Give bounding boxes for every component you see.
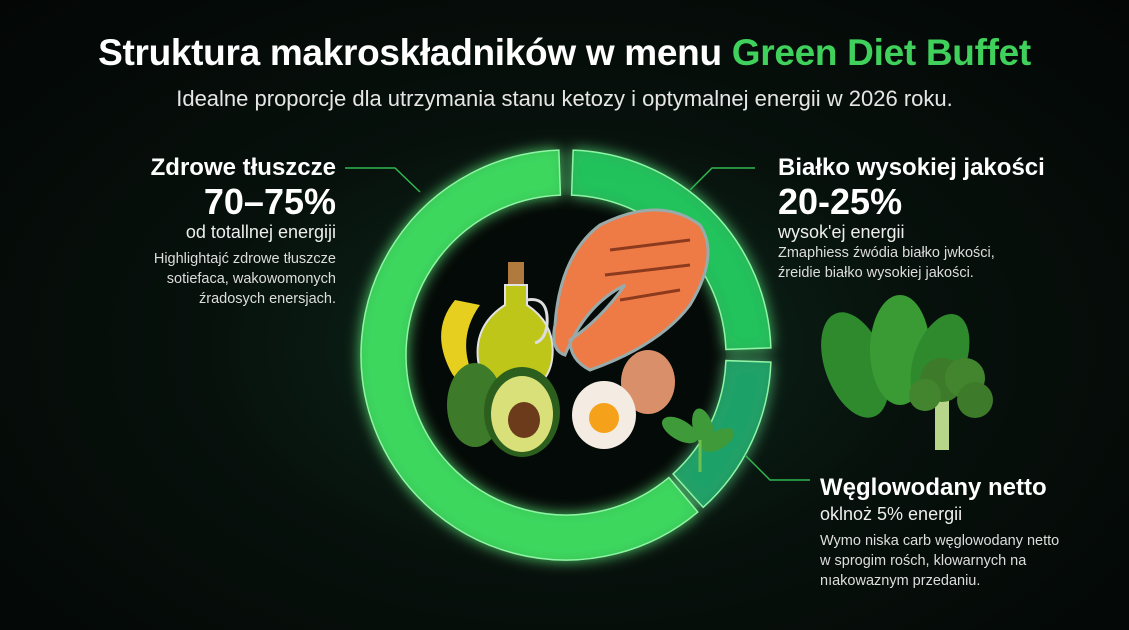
- carbs-desc-line: nıakowaznym przedaniu.: [820, 573, 981, 589]
- protein-label-block: Białko wysokiej jakości 20-25% wysok'ej …: [778, 154, 1045, 283]
- spinach-icon: [661, 408, 735, 472]
- connector-fats: [345, 167, 421, 193]
- fats-percent: 70–75%: [203, 181, 336, 222]
- connector-protein: [689, 167, 755, 191]
- page-title: Struktura makroskładników w menu Green D…: [0, 32, 1129, 74]
- olive-oil-icon: [441, 262, 554, 392]
- fats-desc-line: Highlightaјć zdrowe tłuszcze: [153, 251, 336, 267]
- avocado-icon: [447, 363, 560, 457]
- fats-desc-line: źradosych enersjach.: [198, 291, 336, 307]
- protein-desc-line: Zmaphiess źwódia białko jwkości,: [778, 245, 995, 261]
- carbs-sub: oklnoż 5% energii: [820, 504, 963, 524]
- fats-sub: od totallnej energiji: [185, 222, 336, 242]
- carbs-heading: Węglowodany netto: [820, 474, 1047, 501]
- donut-segment-fats: [360, 149, 699, 561]
- protein-sub: wysok'ej energii: [778, 222, 905, 242]
- connector-carbs: [744, 454, 810, 481]
- broccoli-icon: [821, 295, 993, 450]
- fats-desc-line: sotiefaca, wakowomonych: [166, 271, 336, 287]
- egg-icon: [572, 350, 675, 449]
- carbs-label-block: Węglowodany netto oklnoż 5% energii Wymo…: [820, 474, 1059, 591]
- protein-desc-line: źreidie białko wysokiej jakości.: [778, 265, 974, 281]
- salmon-icon: [552, 208, 710, 372]
- carbs-desc-line: w sprogim rośch, klowarnych na: [820, 553, 1027, 569]
- protein-heading: Białko wysokiej jakości: [778, 154, 1045, 181]
- subtitle: Idealne proporcje dla utrzymania stanu k…: [176, 86, 953, 111]
- fats-heading: Zdrowe tłuszcze: [150, 154, 336, 181]
- fats-label-block: Zdrowe tłuszcze 70–75% od totallnej ener…: [151, 154, 336, 309]
- title-main: Struktura makroskładników w menu: [98, 32, 732, 73]
- title-accent: Green Diet Buffet: [731, 32, 1031, 73]
- protein-percent: 20-25%: [778, 181, 903, 222]
- carbs-desc-line: Wymo niska carb węglowodany netto: [820, 533, 1060, 549]
